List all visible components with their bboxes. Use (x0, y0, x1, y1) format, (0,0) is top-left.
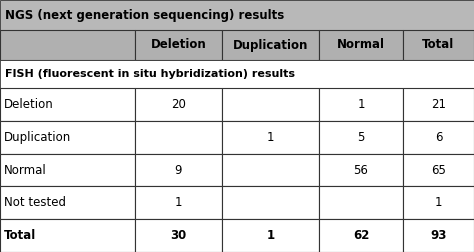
Bar (0, 0, 474, 30)
Text: 9: 9 (175, 164, 182, 176)
Bar (319, 154, 403, 186)
Text: 5: 5 (357, 131, 365, 144)
Bar (0, 30, 135, 60)
Text: Duplication: Duplication (4, 131, 71, 144)
Text: Total: Total (4, 229, 36, 242)
Bar (0, 219, 135, 252)
Bar (403, 30, 474, 60)
Text: Deletion: Deletion (151, 39, 206, 51)
Bar (135, 154, 222, 186)
Text: Duplication: Duplication (233, 39, 308, 51)
Bar (222, 219, 319, 252)
Bar (403, 186, 474, 219)
Bar (0, 186, 135, 219)
Text: 1: 1 (435, 196, 442, 209)
Text: FISH (fluorescent in situ hybridization) results: FISH (fluorescent in situ hybridization)… (5, 69, 295, 79)
Bar (222, 30, 319, 60)
Text: 21: 21 (431, 98, 446, 111)
Text: 6: 6 (435, 131, 442, 144)
Bar (0, 88, 135, 121)
Bar (403, 88, 474, 121)
Text: Normal: Normal (4, 164, 47, 176)
Bar (135, 186, 222, 219)
Text: 93: 93 (430, 229, 447, 242)
Text: Not tested: Not tested (4, 196, 66, 209)
Text: Deletion: Deletion (4, 98, 54, 111)
Text: 1: 1 (357, 98, 365, 111)
Bar (403, 154, 474, 186)
Bar (403, 219, 474, 252)
Bar (319, 219, 403, 252)
Text: 62: 62 (353, 229, 369, 242)
Bar (0, 60, 474, 88)
Text: 65: 65 (431, 164, 446, 176)
Bar (222, 186, 319, 219)
Text: 30: 30 (170, 229, 187, 242)
Bar (222, 154, 319, 186)
Bar (0, 154, 135, 186)
Bar (135, 88, 222, 121)
Text: 1: 1 (267, 131, 274, 144)
Bar (222, 121, 319, 154)
Bar (319, 30, 403, 60)
Text: Normal: Normal (337, 39, 385, 51)
Text: 56: 56 (354, 164, 368, 176)
Text: 1: 1 (175, 196, 182, 209)
Text: 1: 1 (266, 229, 274, 242)
Bar (319, 121, 403, 154)
Text: NGS (next generation sequencing) results: NGS (next generation sequencing) results (5, 9, 284, 21)
Bar (135, 121, 222, 154)
Text: 20: 20 (171, 98, 186, 111)
Bar (135, 30, 222, 60)
Bar (222, 88, 319, 121)
Bar (0, 121, 135, 154)
Bar (319, 88, 403, 121)
Bar (319, 186, 403, 219)
Bar (403, 121, 474, 154)
Text: Total: Total (422, 39, 455, 51)
Bar (135, 219, 222, 252)
